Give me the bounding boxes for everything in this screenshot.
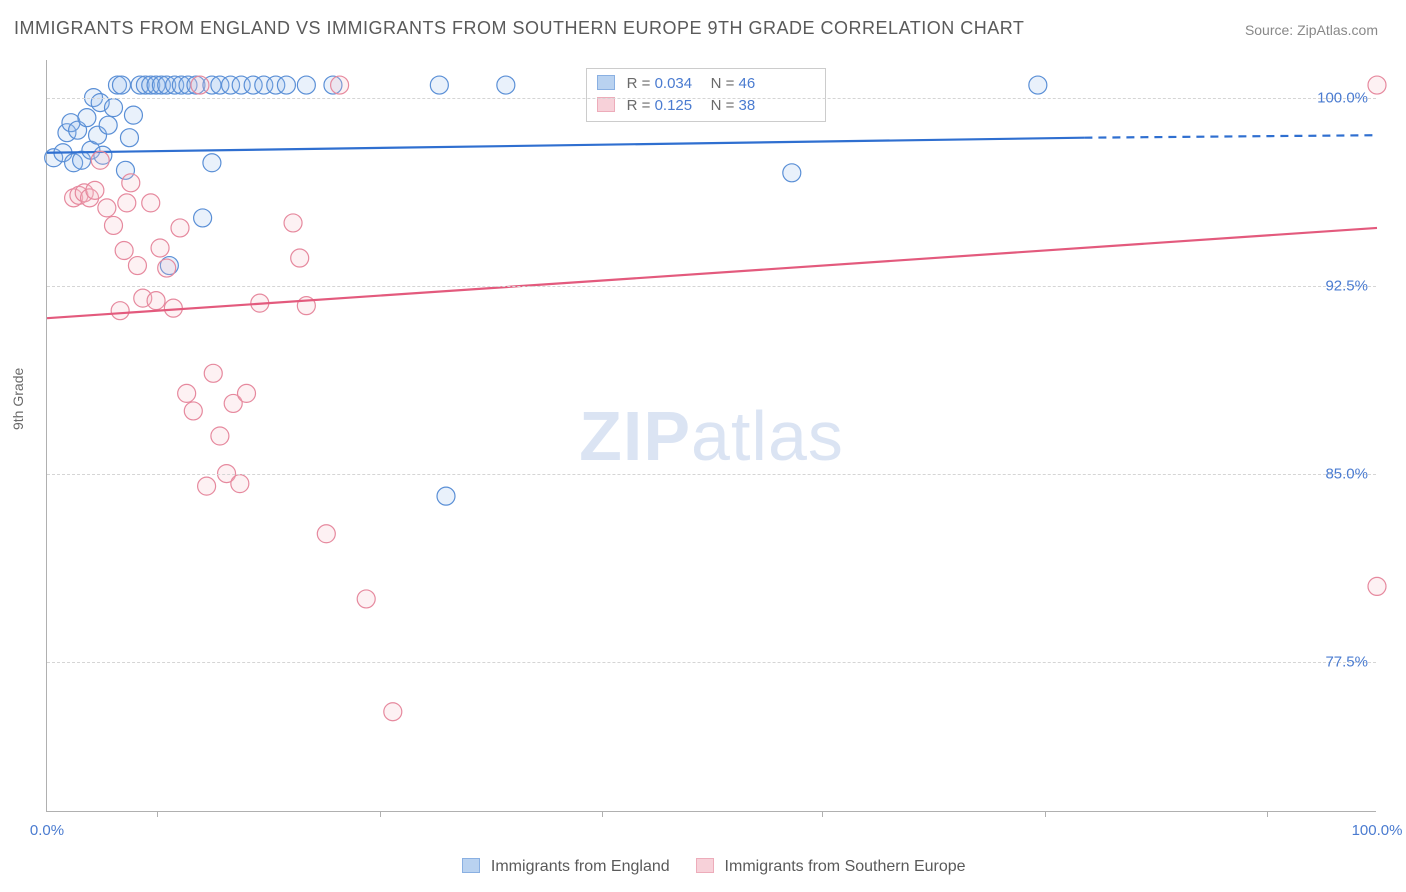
data-point-seurope [86,181,104,199]
data-point-england [1029,76,1047,94]
data-point-seurope [317,525,335,543]
data-point-seurope [211,427,229,445]
data-point-seurope [384,703,402,721]
data-point-england [105,99,123,117]
x-tick [602,811,603,817]
legend-r-label: R = [627,75,651,92]
data-point-england [783,164,801,182]
data-point-seurope [1368,577,1386,595]
x-tick [822,811,823,817]
data-point-seurope [291,249,309,267]
legend-label-england: Immigrants from England [491,858,670,875]
x-tick [1267,811,1268,817]
data-point-england [430,76,448,94]
data-point-england [112,76,130,94]
x-tick-label-right: 100.0% [1352,822,1403,839]
x-tick [380,811,381,817]
data-point-seurope [238,384,256,402]
data-point-seurope [284,214,302,232]
data-point-seurope [357,590,375,608]
data-point-seurope [122,174,140,192]
data-point-seurope [198,477,216,495]
trend-line-dash-england [1084,135,1377,138]
legend-n-value: 46 [739,73,789,95]
legend-label-seurope: Immigrants from Southern Europe [725,858,966,875]
data-point-seurope [204,364,222,382]
x-tick [157,811,158,817]
gridline [47,474,1376,475]
legend-swatch-seurope [696,858,714,873]
data-point-seurope [91,151,109,169]
trend-line-seurope [47,228,1377,318]
data-point-england [203,154,221,172]
legend-n-label: N = [711,97,735,114]
y-tick-label: 85.0% [1325,465,1368,482]
plot-area: ZIPatlas R = 0.034N = 46R = 0.125N = 38 … [46,60,1376,812]
correlation-legend: R = 0.034N = 46R = 0.125N = 38 [586,68,826,122]
x-tick-label-left: 0.0% [30,822,64,839]
data-point-england [78,109,96,127]
trend-line-england [47,138,1084,153]
data-point-seurope [111,302,129,320]
legend-n-label: N = [711,75,735,92]
data-point-england [497,76,515,94]
legend-row-england: R = 0.034 N = 46 [597,73,815,95]
data-point-seurope [142,194,160,212]
data-point-seurope [128,257,146,275]
data-point-seurope [115,242,133,260]
legend-swatch-icon [597,75,615,90]
series-legend: Immigrants from England Immigrants from … [0,858,1406,876]
data-point-seurope [158,259,176,277]
data-point-england [297,76,315,94]
chart-title: IMMIGRANTS FROM ENGLAND VS IMMIGRANTS FR… [14,18,1024,39]
y-tick-label: 77.5% [1325,653,1368,670]
legend-r-value: 0.034 [655,73,705,95]
legend-r-label: R = [627,97,651,114]
data-point-seurope [178,384,196,402]
data-point-england [124,106,142,124]
data-point-seurope [151,239,169,257]
chart-svg [47,60,1376,811]
data-point-seurope [118,194,136,212]
data-point-england [194,209,212,227]
data-point-seurope [191,76,209,94]
data-point-seurope [184,402,202,420]
y-tick-label: 100.0% [1317,89,1368,106]
data-point-england [99,116,117,134]
y-axis-label: 9th Grade [10,368,26,430]
data-point-seurope [231,475,249,493]
data-point-england [277,76,295,94]
data-point-seurope [147,292,165,310]
data-point-seurope [105,216,123,234]
gridline [47,286,1376,287]
data-point-england [437,487,455,505]
gridline [47,662,1376,663]
data-point-england [120,129,138,147]
data-point-seurope [1368,76,1386,94]
y-tick-label: 92.5% [1325,277,1368,294]
legend-swatch-icon [597,97,615,112]
data-point-seurope [171,219,189,237]
data-point-seurope [98,199,116,217]
x-tick [1045,811,1046,817]
source-attribution: Source: ZipAtlas.com [1245,22,1378,38]
gridline [47,98,1376,99]
legend-swatch-england [462,858,480,873]
data-point-seurope [331,76,349,94]
